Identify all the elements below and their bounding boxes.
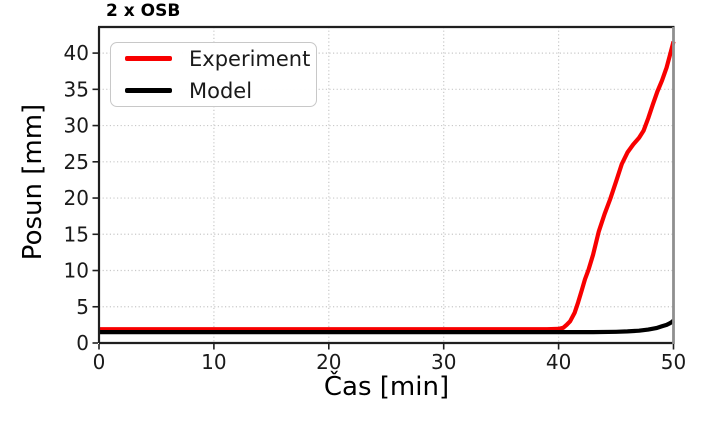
legend-item-model: Model [125,79,302,103]
svg-text:50: 50 [661,350,686,374]
svg-text:20: 20 [316,350,341,374]
svg-text:35: 35 [64,77,89,101]
model-line-swatch [125,88,172,93]
chart-title: 2 x OSB [106,1,181,21]
svg-text:30: 30 [64,114,89,138]
svg-text:10: 10 [201,350,226,374]
svg-text:30: 30 [431,350,456,374]
y-axis-label: Posun [mm] [18,103,48,261]
svg-text:40: 40 [64,41,89,65]
legend-label-experiment: Experiment [189,46,311,71]
svg-text:40: 40 [546,350,571,374]
x-axis-label: Čas [min] [323,372,450,402]
legend-item-experiment: Experiment [125,47,310,71]
svg-text:0: 0 [93,350,106,374]
legend-box: Experiment Model [110,42,317,107]
legend-label-model: Model [189,78,253,103]
svg-text:20: 20 [64,186,89,210]
svg-text:5: 5 [76,295,89,319]
svg-text:15: 15 [64,222,89,246]
experiment-line-swatch [125,56,172,61]
svg-text:0: 0 [76,331,89,355]
svg-text:25: 25 [64,150,89,174]
svg-text:10: 10 [64,259,89,283]
